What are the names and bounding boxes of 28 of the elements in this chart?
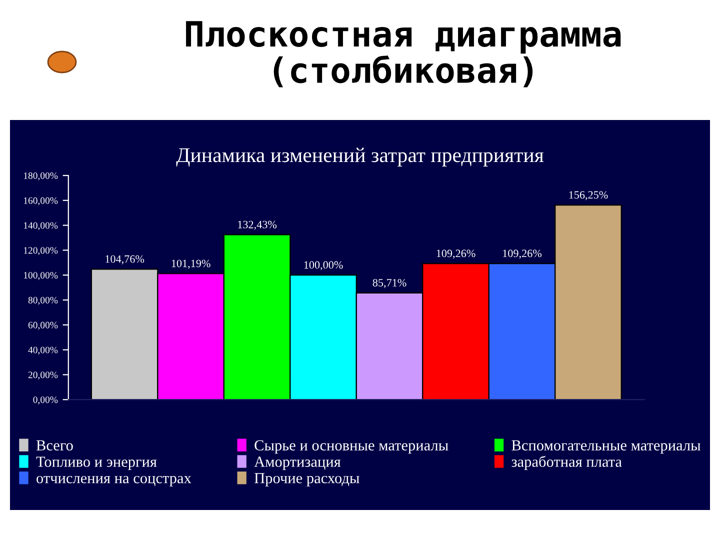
y-tick-label: 40,00% (28, 346, 58, 355)
y-tick-label: 120,00% (24, 247, 58, 256)
legend-label: Всего (36, 440, 73, 451)
legend-label: Прочие расходы (254, 473, 360, 486)
legend-label: Амортизация (254, 456, 341, 470)
y-tick-label: 180,00% (24, 172, 58, 180)
chart-title: Плоскостная диаграмма (столбиковая) (186, 21, 621, 88)
y-tick-label: 140,00% (24, 222, 58, 230)
y-tick-label: 100,00% (24, 272, 58, 280)
data-label: 101,19% (172, 260, 210, 269)
data-label: 104,76% (106, 255, 144, 264)
data-label: 132,43% (238, 220, 277, 230)
data-label: 109,26% (436, 250, 476, 259)
data-label: 85,71% (372, 278, 406, 288)
legend-label: Сырье и основные материалы (254, 440, 448, 454)
chart-subtitle: Динамика изменений затрат предприятия (176, 148, 544, 166)
data-label: 100,00% (304, 261, 343, 270)
legend-label: заработная плата (512, 456, 622, 470)
y-tick-label: 160,00% (24, 197, 58, 206)
legend-label: Вспомогательные материалы (512, 440, 700, 454)
y-tick-label: 80,00% (28, 296, 58, 305)
y-tick-label: 20,00% (28, 372, 58, 380)
legend-label: отчисления на соцстрах (36, 476, 192, 486)
data-label: 156,25% (569, 191, 608, 200)
data-label: 109,26% (503, 250, 542, 259)
y-tick-label: 60,00% (28, 322, 58, 330)
legend-label: Топливо и энергия (36, 456, 157, 470)
y-tick-label: 0,00% (33, 396, 58, 404)
